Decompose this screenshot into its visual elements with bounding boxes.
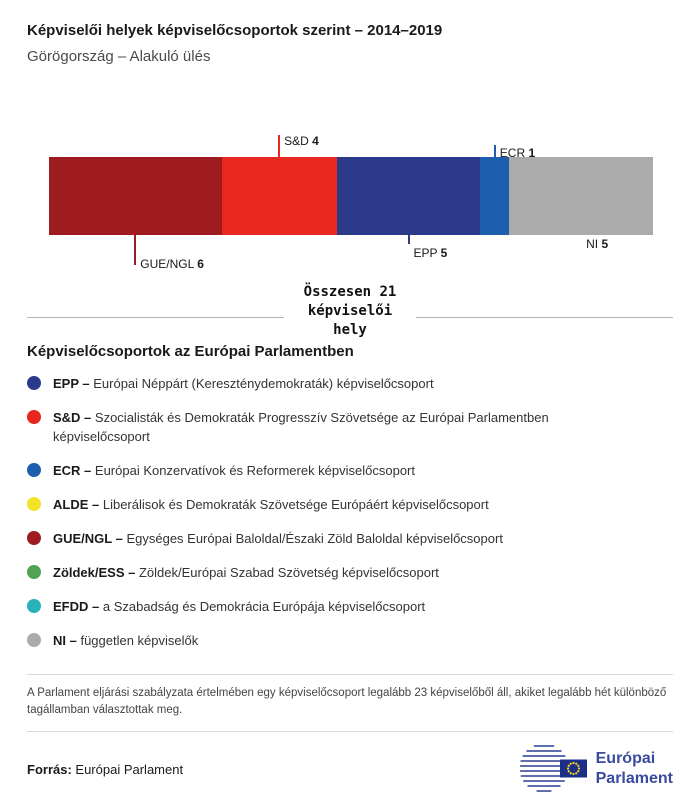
- legend-color-dot: [27, 531, 41, 545]
- legend-item: ALDE – Liberálisok és Demokraták Szövets…: [27, 495, 673, 514]
- legend-item-text: Zöldek/ESS – Zöldek/Európai Szabad Szöve…: [53, 565, 439, 580]
- legend-item-text: ECR – Európai Konzervatívok és Reformere…: [53, 463, 416, 478]
- legend-item-abbr: ALDE –: [53, 497, 100, 512]
- legend-item: GUE/NGL – Egységes Európai Baloldal/Észa…: [27, 529, 673, 548]
- european-parliament-logo: Európai Parlament: [519, 743, 673, 795]
- ep-hemicycle-flag-icon: [519, 745, 587, 792]
- callout-label: EPP 5: [414, 246, 448, 260]
- legend-item: Zöldek/ESS – Zöldek/Európai Szabad Szöve…: [27, 563, 673, 582]
- legend-item-abbr: S&D –: [53, 410, 92, 425]
- legend-item-text: EPP – Európai Néppárt (Kereszténydemokra…: [53, 376, 434, 391]
- callout-line: [278, 135, 281, 157]
- legend-item: EFDD – a Szabadság és Demokrácia Európáj…: [27, 597, 673, 616]
- bar-segment: [49, 157, 222, 235]
- bar-segment: [336, 157, 481, 235]
- legend-item: NI – független képviselők: [27, 631, 673, 650]
- bar-segment: [509, 157, 653, 235]
- callout-group-name: NI: [586, 237, 602, 251]
- callout-label: GUE/NGL 6: [140, 257, 204, 271]
- callout-label: NI 5: [586, 237, 608, 251]
- legend-item: ECR – Európai Konzervatívok és Reformere…: [27, 461, 673, 480]
- legend-color-dot: [27, 463, 41, 477]
- legend-heading: Képviselőcsoportok az Európai Parlamentb…: [27, 343, 354, 360]
- footer-row: Forrás: Európai Parlament: [27, 740, 673, 798]
- legend-item-text: GUE/NGL – Egységes Európai Baloldal/Észa…: [53, 531, 503, 546]
- legend-item-text: ALDE – Liberálisok és Demokraták Szövets…: [53, 497, 489, 512]
- callout-group-name: EPP: [413, 246, 441, 260]
- ep-logo-line2: Parlament: [595, 770, 673, 787]
- page-title: Képviselői helyek képviselőcsoportok sze…: [27, 22, 443, 39]
- callout-label: S&D 4: [284, 134, 319, 148]
- legend-color-dot: [27, 376, 41, 390]
- footer-divider-top: [27, 674, 673, 675]
- callout-line: [134, 235, 137, 265]
- bar-segment: [221, 157, 337, 235]
- legend-item-text: S&D – Szocialisták és Demokraták Progres…: [53, 410, 549, 444]
- source-line: Forrás: Európai Parlament: [27, 762, 183, 777]
- ep-logo-wordmark: Európai Parlament: [596, 749, 673, 789]
- callout-group-name: GUE/NGL: [140, 257, 198, 271]
- legend-item-abbr: EFDD –: [53, 599, 100, 614]
- legend-color-dot: [27, 497, 41, 511]
- legend-color-dot: [27, 599, 41, 613]
- page-subtitle: Görögország – Alakuló ülés: [27, 48, 211, 65]
- legend-item-abbr: Zöldek/ESS –: [53, 565, 136, 580]
- total-divider: Összesen 21 képviselői hely: [27, 279, 673, 343]
- legend-item-text: NI – független képviselők: [53, 633, 199, 648]
- callout-seat-count: 6: [197, 257, 204, 271]
- total-seats-label: Összesen 21 képviselői hely: [284, 279, 416, 340]
- callout-group-name: S&D: [284, 134, 313, 148]
- legend-list: EPP – Európai Néppárt (Kereszténydemokra…: [27, 374, 673, 650]
- callout-line: [493, 145, 496, 157]
- callout-seat-count: 5: [440, 246, 448, 260]
- callout-seat-count: 4: [312, 134, 319, 148]
- legend-item: S&D – Szocialisták és Demokraták Progres…: [27, 408, 673, 446]
- legend-color-dot: [27, 633, 41, 647]
- bar-segment: [480, 157, 510, 235]
- legend-item-abbr: NI –: [53, 633, 77, 648]
- callout-seat-count: 1: [528, 146, 536, 160]
- callout-group-name: ECR: [499, 146, 529, 160]
- legend-color-dot: [27, 565, 41, 579]
- legend-item-abbr: ECR –: [53, 463, 92, 478]
- callout-line: [407, 235, 410, 244]
- source-text: Európai Parlament: [71, 761, 184, 777]
- source-label: Forrás:: [27, 761, 72, 777]
- legend-item-abbr: EPP –: [53, 376, 90, 391]
- chart: GUE/NGL 6 S&D 4 EPP 5 ECR 1 NI 5: [49, 117, 653, 277]
- legend-item: EPP – Európai Néppárt (Kereszténydemokra…: [27, 374, 673, 393]
- ep-logo-line1: Európai: [595, 750, 656, 767]
- footer-divider-bottom: [27, 731, 673, 732]
- legend-item-abbr: GUE/NGL –: [53, 531, 123, 546]
- seat-bar: [49, 157, 653, 235]
- callout-seat-count: 5: [601, 237, 609, 251]
- footnote: A Parlament eljárási szabályzata értelmé…: [27, 687, 667, 716]
- legend-color-dot: [27, 410, 41, 424]
- callout-label: ECR 1: [500, 146, 535, 160]
- legend-item-text: EFDD – a Szabadság és Demokrácia Európáj…: [53, 599, 426, 614]
